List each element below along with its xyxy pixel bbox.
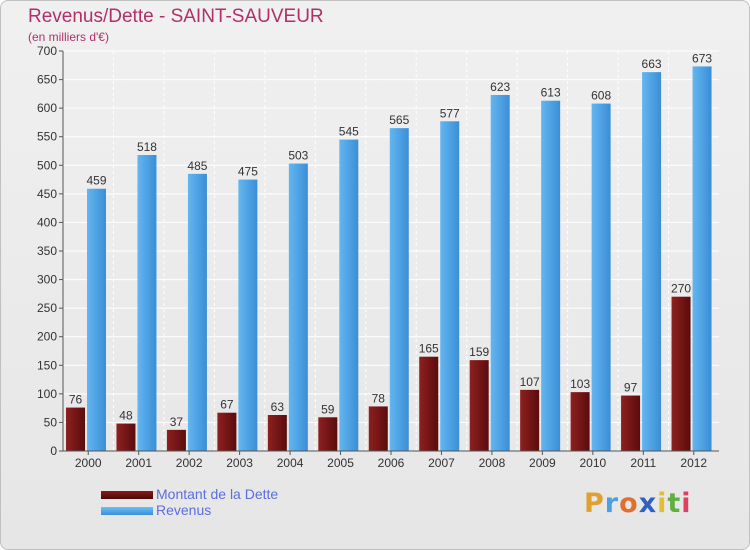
y-tick-label: 300	[37, 273, 57, 287]
logo-letter: t	[667, 488, 682, 519]
bar-revenus	[692, 66, 712, 451]
data-label-dette: 48	[119, 409, 133, 423]
logo-letter: r	[604, 488, 620, 519]
data-label-dette: 159	[469, 345, 489, 359]
data-label-dette: 103	[570, 377, 590, 391]
data-label-revenus: 485	[187, 159, 207, 173]
y-tick-label: 50	[44, 415, 58, 429]
legend-label-dette: Montant de la Dette	[156, 486, 279, 502]
legend-swatch-revenus	[101, 507, 153, 515]
bar-dette	[166, 429, 186, 451]
data-label-dette: 165	[419, 342, 439, 356]
bar-dette	[267, 415, 287, 451]
x-tick-label: 2003	[226, 456, 253, 470]
chart-subtitle: (en milliers d'€)	[28, 30, 109, 44]
logo-letter: i	[657, 488, 668, 519]
bar-dette	[469, 360, 489, 451]
data-label-dette: 107	[520, 375, 540, 389]
bar-dette	[368, 406, 388, 451]
data-label-dette: 63	[271, 400, 285, 414]
y-tick-label: 350	[37, 244, 57, 258]
data-label-dette: 97	[624, 381, 638, 395]
bar-dette	[671, 296, 691, 451]
y-tick-label: 400	[37, 215, 57, 229]
y-tick-label: 0	[50, 444, 57, 458]
x-tick-label: 2011	[630, 456, 656, 470]
y-tick-label: 450	[37, 187, 57, 201]
bar-dette	[217, 412, 237, 451]
bar-dette	[570, 392, 590, 451]
y-tick-label: 200	[37, 330, 57, 344]
logo-letter: x	[638, 488, 658, 519]
bar-revenus	[137, 155, 157, 451]
x-tick-label: 2001	[125, 456, 152, 470]
data-label-revenus: 518	[137, 140, 157, 154]
x-tick-label: 2009	[529, 456, 556, 470]
x-tick-label: 2002	[176, 456, 203, 470]
chart-title: Revenus/Dette - SAINT-SAUVEUR	[28, 6, 324, 27]
legend-swatch-dette	[101, 491, 153, 499]
logo-letter: o	[619, 488, 639, 519]
data-label-dette: 270	[671, 282, 691, 296]
bar-revenus	[642, 72, 662, 452]
data-label-revenus: 459	[86, 174, 106, 188]
bar-revenus	[440, 121, 460, 452]
y-tick-label: 250	[37, 301, 57, 315]
data-label-revenus: 577	[440, 106, 460, 120]
data-label-dette: 37	[170, 415, 184, 429]
logo-letter: P	[584, 488, 605, 519]
y-tick-label: 600	[37, 101, 57, 115]
bar-revenus	[238, 179, 258, 452]
data-label-dette: 76	[69, 393, 83, 407]
x-tick-label: 2006	[378, 456, 405, 470]
bar-dette	[66, 407, 85, 451]
y-tick-label: 700	[37, 44, 57, 58]
bar-dette	[318, 417, 338, 451]
data-label-revenus: 613	[541, 86, 561, 100]
y-tick-label: 500	[37, 158, 57, 172]
bar-revenus	[87, 188, 106, 451]
bar-revenus	[389, 128, 409, 451]
bar-revenus	[541, 100, 561, 451]
data-label-revenus: 623	[490, 80, 510, 94]
data-label-revenus: 608	[591, 89, 611, 103]
y-tick-label: 550	[37, 130, 57, 144]
bar-dette	[419, 356, 439, 451]
data-label-dette: 78	[372, 391, 386, 405]
x-tick-label: 2005	[327, 456, 354, 470]
data-label-revenus: 475	[238, 165, 258, 179]
data-label-dette: 67	[220, 398, 234, 412]
y-tick-label: 650	[37, 73, 57, 87]
data-label-revenus: 565	[389, 113, 409, 127]
data-label-revenus: 545	[339, 125, 359, 139]
data-label-revenus: 673	[692, 51, 712, 65]
x-tick-label: 2012	[680, 456, 707, 470]
logo-letter: i	[681, 488, 692, 519]
bar-revenus	[591, 103, 611, 452]
bar-dette	[621, 395, 641, 451]
data-label-dette: 59	[321, 402, 335, 416]
y-tick-label: 150	[37, 358, 57, 372]
legend-label-revenus: Revenus	[156, 502, 212, 518]
x-tick-label: 2004	[277, 456, 304, 470]
y-tick-label: 100	[37, 387, 57, 401]
bar-revenus	[288, 163, 308, 452]
x-tick-label: 2008	[479, 456, 506, 470]
data-label-revenus: 663	[642, 57, 662, 71]
bar-revenus	[339, 139, 359, 452]
data-label-revenus: 503	[288, 149, 308, 163]
proxiti-logo: Proxiti	[584, 488, 692, 519]
bar-revenus	[187, 173, 207, 451]
bar-dette	[520, 389, 540, 451]
bar-dette	[116, 423, 136, 451]
x-tick-label: 2010	[579, 456, 606, 470]
x-tick-label: 2007	[428, 456, 455, 470]
bar-revenus	[490, 95, 510, 451]
x-tick-label: 2000	[75, 456, 102, 470]
